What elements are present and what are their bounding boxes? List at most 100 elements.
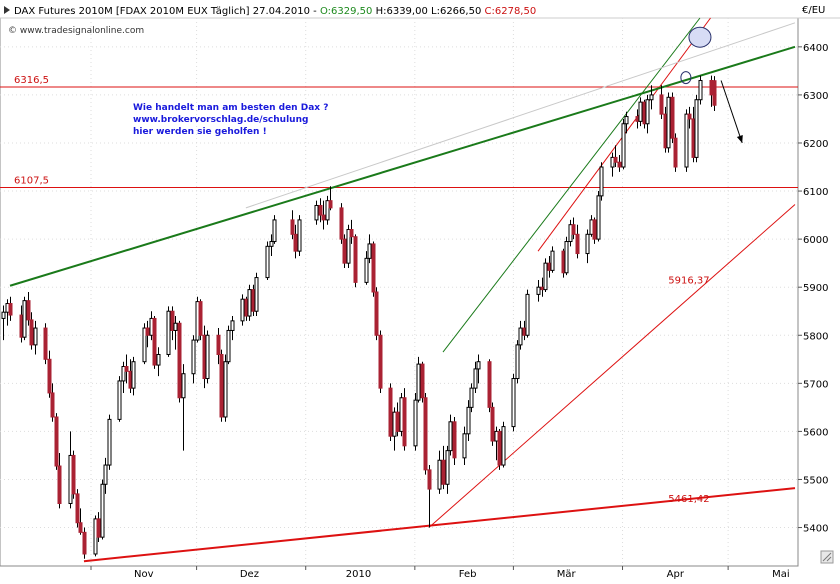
candle-body-up bbox=[638, 101, 643, 122]
resize-grip-icon[interactable] bbox=[820, 550, 834, 564]
candle bbox=[490, 402, 495, 446]
candle-body-down bbox=[75, 493, 80, 524]
candle-body-up bbox=[156, 353, 161, 366]
candle bbox=[29, 312, 34, 350]
candle bbox=[339, 203, 344, 244]
candle bbox=[321, 200, 326, 230]
candle bbox=[518, 320, 523, 350]
candle bbox=[50, 383, 55, 422]
candle bbox=[349, 219, 354, 244]
candle-body-down bbox=[673, 137, 678, 168]
candle-body-up bbox=[367, 243, 372, 259]
candle-body-up bbox=[107, 418, 112, 466]
candle-body-up bbox=[240, 298, 245, 322]
annotation-text: Wie handelt man am besten den Dax ? www.… bbox=[133, 103, 328, 137]
candle-body-down bbox=[57, 465, 62, 505]
candle bbox=[216, 328, 221, 365]
candle bbox=[694, 94, 699, 163]
candle-body-down bbox=[371, 243, 376, 293]
collapse-triangle-icon[interactable] bbox=[4, 6, 10, 14]
candle-body-down bbox=[427, 469, 432, 490]
top-circle-marker bbox=[680, 71, 692, 85]
candle bbox=[712, 76, 717, 112]
candle-body-up bbox=[416, 363, 421, 401]
header-low: L:6266,50 bbox=[431, 6, 481, 17]
candle bbox=[318, 198, 323, 223]
candle bbox=[624, 111, 629, 134]
candle-body-down bbox=[388, 387, 393, 437]
candle bbox=[230, 316, 235, 341]
candle-body-down bbox=[216, 334, 221, 355]
candle bbox=[297, 215, 302, 256]
candle bbox=[328, 186, 333, 211]
y-tick-label: 5700 bbox=[803, 379, 828, 390]
candle bbox=[71, 450, 76, 499]
candle bbox=[78, 508, 83, 535]
overlay-layer bbox=[680, 26, 743, 144]
candle bbox=[621, 118, 626, 170]
candle bbox=[437, 450, 442, 494]
candle-body-up bbox=[666, 96, 671, 149]
trendline-value-label: 5916,37 bbox=[668, 275, 709, 286]
candle bbox=[107, 414, 112, 470]
candle-body-up bbox=[100, 483, 105, 538]
x-tick-label: Mai bbox=[772, 569, 790, 580]
candle bbox=[469, 383, 474, 413]
candle-body-down bbox=[96, 518, 101, 538]
trendline-grey-line bbox=[245, 22, 796, 209]
candle bbox=[645, 94, 650, 134]
header-bar: DAX Futures 2010M [FDAX 2010M EUX Täglic… bbox=[4, 6, 536, 36]
candle-body-up bbox=[564, 241, 569, 274]
candle-body-up bbox=[448, 421, 453, 452]
candle bbox=[585, 229, 590, 264]
candle-body-up bbox=[476, 361, 481, 370]
trendline-support-red bbox=[83, 487, 796, 563]
candle bbox=[314, 200, 319, 225]
forecast-arrow-shaft bbox=[720, 80, 743, 144]
candle bbox=[191, 335, 196, 384]
candle-body-up bbox=[462, 433, 467, 459]
y-tick-label: 5400 bbox=[803, 524, 828, 535]
candle-body-up bbox=[525, 293, 530, 336]
candle-body-up bbox=[550, 250, 555, 271]
candle-body-down bbox=[490, 406, 495, 442]
candle-body-down bbox=[395, 411, 400, 432]
candle-body-up bbox=[1, 311, 6, 319]
candle-body-up bbox=[297, 219, 302, 252]
header-open: O:6329,50 bbox=[320, 6, 372, 17]
x-tick-label: Mär bbox=[557, 569, 577, 580]
candle-body-down bbox=[50, 392, 55, 418]
candle bbox=[223, 354, 228, 422]
candle bbox=[684, 109, 689, 172]
annotation-line-1: Wie handelt man am besten den Dax ? bbox=[133, 103, 328, 113]
candle bbox=[427, 465, 432, 528]
candle bbox=[371, 241, 376, 297]
candle-body-up bbox=[437, 459, 442, 490]
candle-body-up bbox=[501, 426, 506, 466]
candle-body-up bbox=[254, 277, 259, 312]
candle bbox=[550, 246, 555, 273]
candle bbox=[441, 445, 446, 490]
candle bbox=[8, 296, 13, 321]
candle-body-up bbox=[121, 366, 126, 382]
candle-body-down bbox=[47, 358, 52, 394]
candle-body-down bbox=[402, 397, 407, 447]
candle-body-up bbox=[698, 79, 703, 101]
candle-body-down bbox=[54, 416, 59, 467]
candle-body-up bbox=[269, 241, 274, 247]
candle-body-down bbox=[571, 224, 576, 235]
candle bbox=[33, 320, 38, 355]
candle-body-down bbox=[29, 319, 34, 346]
candle bbox=[388, 383, 393, 442]
candle bbox=[177, 320, 182, 403]
candle bbox=[152, 316, 157, 369]
candle-body-down bbox=[43, 327, 48, 360]
candle bbox=[145, 320, 150, 348]
y-tick-label: 5500 bbox=[803, 475, 828, 486]
candle bbox=[247, 284, 252, 321]
candle-body-down bbox=[124, 366, 129, 372]
candle bbox=[473, 361, 478, 393]
candle bbox=[103, 457, 108, 494]
candle-body-up bbox=[473, 368, 478, 389]
